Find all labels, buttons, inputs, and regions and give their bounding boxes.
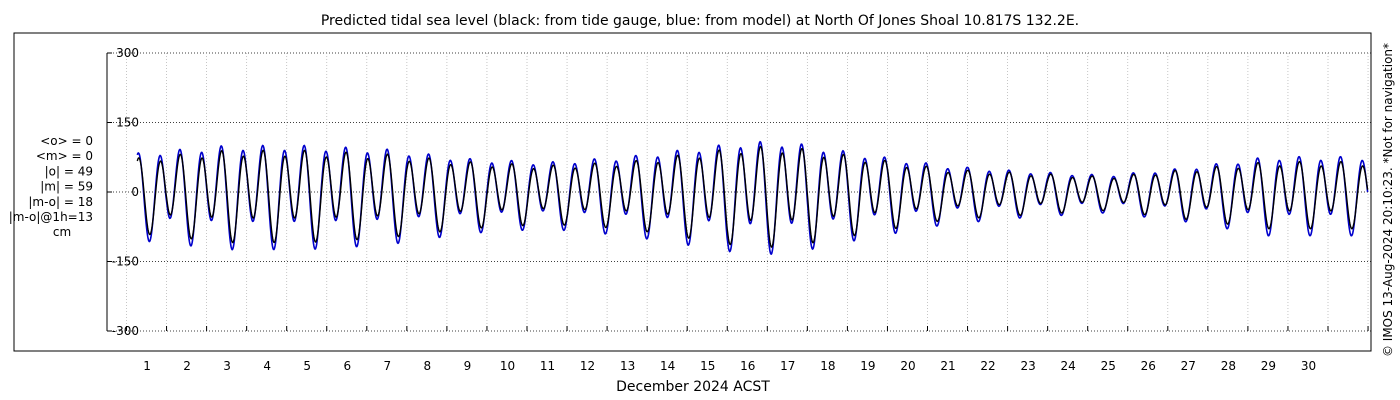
x-tick-label: 1 bbox=[143, 359, 151, 373]
y-tick-label: 0 bbox=[131, 185, 139, 199]
x-tick-label: 5 bbox=[303, 359, 311, 373]
y-tick-label: 150 bbox=[116, 116, 139, 130]
x-tick-label: 13 bbox=[620, 359, 635, 373]
x-tick-label: 24 bbox=[1061, 359, 1076, 373]
x-tick-label: 21 bbox=[940, 359, 955, 373]
x-tick-label: 3 bbox=[223, 359, 231, 373]
x-tick-label: 14 bbox=[660, 359, 675, 373]
y-tick-label: -300 bbox=[112, 324, 139, 338]
x-tick-label: 20 bbox=[900, 359, 915, 373]
x-tick-label: 28 bbox=[1221, 359, 1236, 373]
x-tick-label: 4 bbox=[263, 359, 271, 373]
series-line-tide-gauge bbox=[136, 145, 1369, 248]
x-axis-label: December 2024 ACST bbox=[616, 379, 770, 395]
x-tick-label: 18 bbox=[820, 359, 835, 373]
y-tick-label: -150 bbox=[112, 255, 139, 269]
x-ticks: 1 2 3 4 5 6 7 8 9 10 11 12 13 14 15 16 17 18 19 20 21 22 23 24 2… bbox=[126, 326, 1369, 373]
x-tick-label: 11 bbox=[540, 359, 555, 373]
copyright-note: © IMOS 13-Aug-2024 20:10:23. *Not for na… bbox=[1381, 43, 1395, 357]
x-tick-label: 30 bbox=[1301, 359, 1316, 373]
x-tick-label: 7 bbox=[384, 359, 392, 373]
x-tick-label: 2 bbox=[183, 359, 191, 373]
x-tick-label: 16 bbox=[740, 359, 755, 373]
x-tick-label: 15 bbox=[700, 359, 715, 373]
stats-block: <o> = 0<m> = 0|o| = 49 |m| = 59|m-o| = 18… bbox=[9, 134, 93, 239]
x-tick-label: 19 bbox=[860, 359, 875, 373]
stat-line: <m> = 0 bbox=[36, 149, 93, 163]
chart-title: Predicted tidal sea level (black: from t… bbox=[321, 13, 1079, 29]
x-tick-label: 10 bbox=[500, 359, 515, 373]
grid-lines bbox=[107, 52, 1371, 332]
stat-line: |o| = 49 bbox=[45, 164, 93, 178]
stat-line: |m-o| = 18 bbox=[28, 195, 93, 209]
x-tick-label: 25 bbox=[1101, 359, 1116, 373]
x-tick-label: 17 bbox=[780, 359, 795, 373]
x-tick-label: 27 bbox=[1181, 359, 1196, 373]
y-ticks: 300 150 0 -150 -300 bbox=[107, 46, 139, 338]
x-tick-label: 23 bbox=[1020, 359, 1035, 373]
x-tick-label: 29 bbox=[1261, 359, 1276, 373]
stat-line: |m| = 59 bbox=[40, 180, 93, 194]
stat-line: cm bbox=[53, 225, 71, 239]
series-line-model bbox=[136, 140, 1369, 256]
x-tick-label: 26 bbox=[1141, 359, 1156, 373]
x-tick-label: 9 bbox=[464, 359, 472, 373]
x-tick-label: 6 bbox=[343, 359, 351, 373]
x-tick-label: 22 bbox=[980, 359, 995, 373]
x-tick-label: 12 bbox=[580, 359, 595, 373]
stat-line: <o> = 0 bbox=[40, 134, 93, 148]
x-tick-label: 8 bbox=[424, 359, 432, 373]
y-tick-label: 300 bbox=[116, 46, 139, 60]
stat-line: |m-o|@1h=13 bbox=[9, 210, 93, 224]
